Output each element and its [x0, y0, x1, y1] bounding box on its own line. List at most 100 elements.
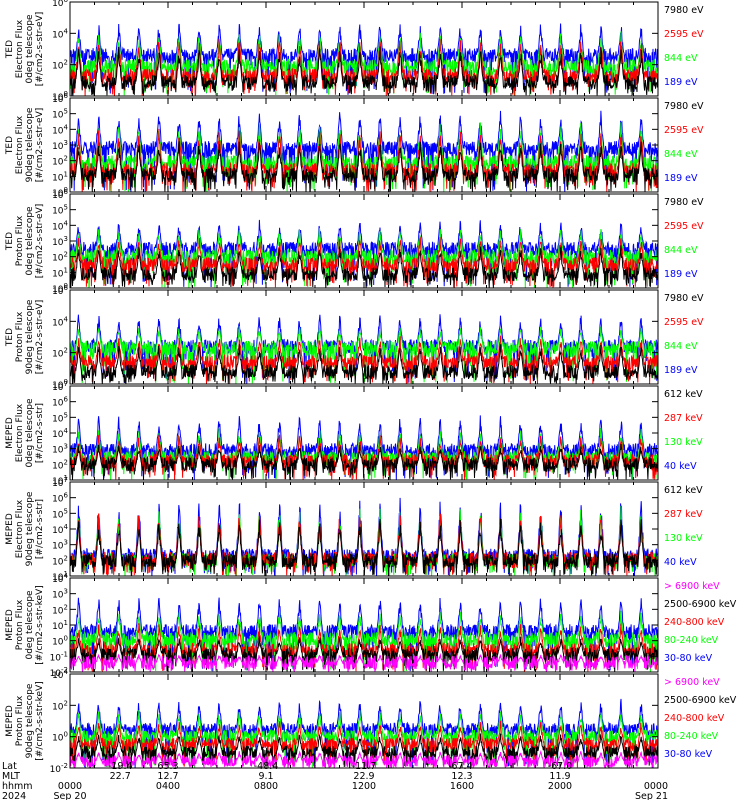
legend-2595-ev: 2595 eV [664, 125, 704, 136]
panel-8-series [70, 698, 658, 768]
x-row-label-lat: Lat [2, 761, 17, 772]
series-2595-ev [70, 335, 658, 384]
y-axis-label: TED [5, 232, 15, 251]
legend-80-240-kev: 80-240 keV [664, 635, 719, 646]
hhmm-value: 0800 [254, 781, 278, 792]
y-tick-label: 100 [52, 378, 68, 391]
y-axis-label: TED [5, 328, 15, 347]
legend-7980-ev: 7980 eV [664, 101, 704, 112]
legend-7980-ev: 7980 eV [664, 197, 704, 208]
y-tick-label: 101 [52, 619, 68, 632]
y-axis-label: Proton Flux [15, 311, 25, 362]
y-tick-label: 100 [52, 731, 68, 744]
y-tick-label: 105 [52, 204, 68, 217]
panel-3: 100 101 102 103 104 105 106 TED Proton Flux 0deg … [5, 188, 704, 295]
panel-7-series [70, 597, 658, 672]
y-tick-label: 102 [52, 347, 68, 360]
legend-130-kev: 130 keV [664, 533, 703, 544]
y-tick-label: 104 [52, 523, 68, 536]
y-axis-label: Proton Flux [15, 599, 25, 650]
y-axis-label: 0deg telescope [25, 590, 35, 660]
date-value: Sep 20 [53, 791, 86, 800]
legend-7980-ev: 7980 eV [664, 5, 704, 16]
legend-2595-ev: 2595 eV [664, 29, 704, 40]
y-tick-label: 105 [52, 411, 68, 424]
series-844-ev [70, 31, 658, 96]
mlt-value: 9.1 [258, 771, 273, 782]
y-axis-label: [#/cm2-s-str] [35, 499, 45, 559]
y-tick-label: 102 [52, 155, 68, 168]
lat-value: -19.4 [108, 761, 133, 772]
y-axis-label: 90deg telescope [25, 107, 35, 182]
y-axis-label: MEPED [5, 513, 15, 545]
legend-287-kev: 287 keV [664, 413, 703, 424]
y-axis-label: 90deg telescope [25, 683, 35, 758]
panel-7: 10-2 10-1 100 101 102 103 104 MEPED Proton Flux 0… [5, 572, 737, 679]
series-7980-ev [70, 245, 658, 288]
series-612-kev [70, 443, 658, 480]
y-axis-label: TED [5, 40, 15, 59]
y-tick-label: 102 [52, 603, 68, 616]
y-tick-label: 106 [52, 188, 68, 201]
y-tick-label: 104 [52, 427, 68, 440]
panel-4: 100 102 104 106 TED Proton Flux 90deg telescop… [5, 284, 704, 391]
y-axis-label: [#/cm2-s-str-eV] [35, 204, 45, 279]
y-tick-label: 105 [52, 108, 68, 121]
legend-287-kev: 287 keV [664, 509, 703, 520]
y-tick-label: 10-2 [50, 762, 68, 775]
y-tick-label: 104 [52, 572, 68, 585]
panel-2: 100 101 102 103 104 105 106 TED Electron Flux 90d… [5, 92, 704, 199]
y-axis-label: 0deg telescope [25, 398, 35, 468]
y-tick-label: 102 [52, 554, 68, 567]
legend--6900-kev: > 6900 keV [664, 677, 720, 688]
panel-6-series [70, 497, 658, 576]
legend-2500-6900-kev: 2500-6900 keV [664, 695, 737, 706]
legend-189-ev: 189 eV [664, 173, 698, 184]
legend-844-ev: 844 eV [664, 245, 698, 256]
legend-2500-6900-kev: 2500-6900 keV [664, 599, 737, 610]
y-tick-label: 102 [52, 458, 68, 471]
mlt-value: 22.7 [110, 771, 131, 782]
y-tick-label: 100 [52, 90, 68, 103]
y-tick-label: 102 [52, 251, 68, 264]
y-tick-label: 101 [52, 474, 68, 487]
y-tick-label: 106 [52, 92, 68, 105]
y-tick-label: 101 [52, 266, 68, 279]
y-tick-label: 102 [52, 59, 68, 72]
series-612-kev [70, 518, 658, 576]
lat-value: 65.3 [157, 761, 178, 772]
x-row-label-2024: 2024 [2, 791, 26, 800]
panel-2-series [70, 110, 658, 192]
y-tick-label: 10-2 [50, 666, 68, 679]
lat-value: -11.7 [352, 761, 377, 772]
series-40-kev [70, 415, 658, 480]
y-tick-label: 103 [52, 588, 68, 601]
y-axis-label: Electron Flux [15, 19, 25, 78]
y-axis-label: 90deg telescope [25, 299, 35, 374]
y-axis-label: 0deg telescope [25, 206, 35, 276]
legend-240-800-kev: 240-800 keV [664, 713, 725, 724]
y-tick-label: 105 [52, 507, 68, 520]
y-axis-label: Proton Flux [15, 215, 25, 266]
mlt-value: 22.9 [353, 771, 374, 782]
series-287-kev [70, 434, 658, 480]
legend-844-ev: 844 eV [664, 53, 698, 64]
y-axis-label: Electron Flux [15, 115, 25, 174]
y-tick-label: 104 [52, 219, 68, 232]
legend-2595-ev: 2595 eV [664, 317, 704, 328]
hhmm-value: 0000 [644, 781, 668, 792]
legend-240-800-kev: 240-800 keV [664, 617, 725, 628]
date-value: Sep 21 [635, 791, 668, 800]
y-tick-label: 101 [52, 170, 68, 183]
hhmm-value: 0400 [156, 781, 180, 792]
y-tick-label: 100 [52, 282, 68, 295]
legend-7980-ev: 7980 eV [664, 293, 704, 304]
y-tick-label: 106 [52, 284, 68, 297]
y-axis-label: MEPED [5, 417, 15, 449]
lat-value: -67.0 [548, 761, 573, 772]
y-axis-label: 90deg telescope [25, 491, 35, 566]
legend-130-kev: 130 keV [664, 437, 703, 448]
y-tick-label: 102 [52, 699, 68, 712]
panel-6: 101 102 103 104 105 106 107 MEPED Electron Flux 9… [5, 476, 703, 583]
